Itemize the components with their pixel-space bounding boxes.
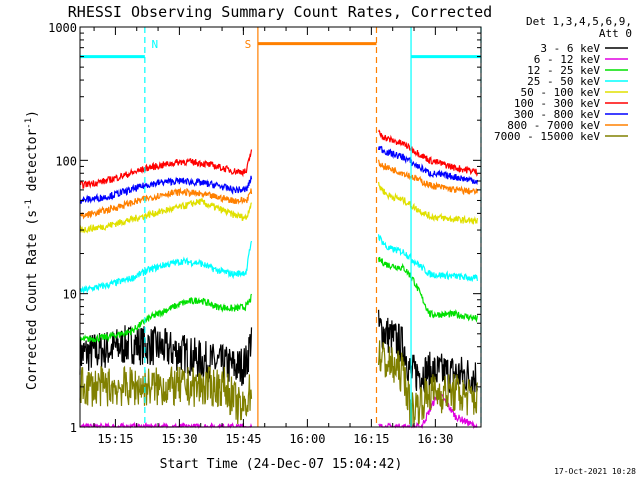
legend-label: 7000 - 15000 keV [494, 130, 600, 143]
x-tick-label: 15:15 [97, 432, 133, 446]
series-line [79, 145, 478, 204]
plot-area [79, 129, 478, 430]
legend-label: 50 - 100 keV [521, 86, 601, 99]
series-line [79, 340, 478, 428]
x-tick-label: 15:30 [161, 432, 197, 446]
x-tick-label: 16:00 [289, 432, 325, 446]
series-line [79, 159, 478, 220]
footer-timestamp: 17-Oct-2021 10:28 [554, 467, 636, 476]
legend-label: 25 - 50 keV [527, 75, 600, 88]
series-line [79, 309, 478, 394]
legend-label: 800 - 7000 keV [507, 119, 600, 132]
y-tick-label: 1000 [48, 21, 77, 35]
y-axis-label: Corrected Count Rate (s-1 detector-1) [24, 110, 40, 390]
series-line [79, 129, 478, 189]
annotation-label: S [245, 38, 252, 51]
plot-frame [79, 26, 482, 428]
annotation-label: N [152, 38, 159, 51]
legend-header-2: Att 0 [599, 27, 632, 40]
series-line [80, 391, 478, 430]
axes: 15:15 15:30 15:45 16:00 16:15 16:30 1 10 100 1000 [48, 21, 482, 446]
x-tick-label: 16:30 [417, 432, 453, 446]
series-line [79, 234, 478, 295]
legend-label: 6 - 12 keV [534, 53, 601, 66]
y-tick-label: 10 [63, 288, 77, 302]
x-tick-label: 15:45 [225, 432, 261, 446]
legend-label: 3 - 6 keV [540, 42, 600, 55]
legend-header-1: Det 1,3,4,5,6,9, [526, 15, 632, 28]
series-line [79, 181, 478, 234]
y-tick-label: 1 [70, 421, 77, 435]
legend-label: 12 - 25 keV [527, 64, 600, 77]
legend-label: 300 - 800 keV [514, 108, 600, 121]
y-tick-label: 100 [55, 154, 77, 168]
x-tick-label: 16:15 [353, 432, 389, 446]
series-line [79, 256, 478, 344]
legend-label: 100 - 300 keV [514, 97, 600, 110]
x-axis-label: Start Time (24-Dec-07 15:04:42) [160, 457, 403, 472]
chart-title: RHESSI Observing Summary Count Rates, Co… [68, 3, 492, 21]
